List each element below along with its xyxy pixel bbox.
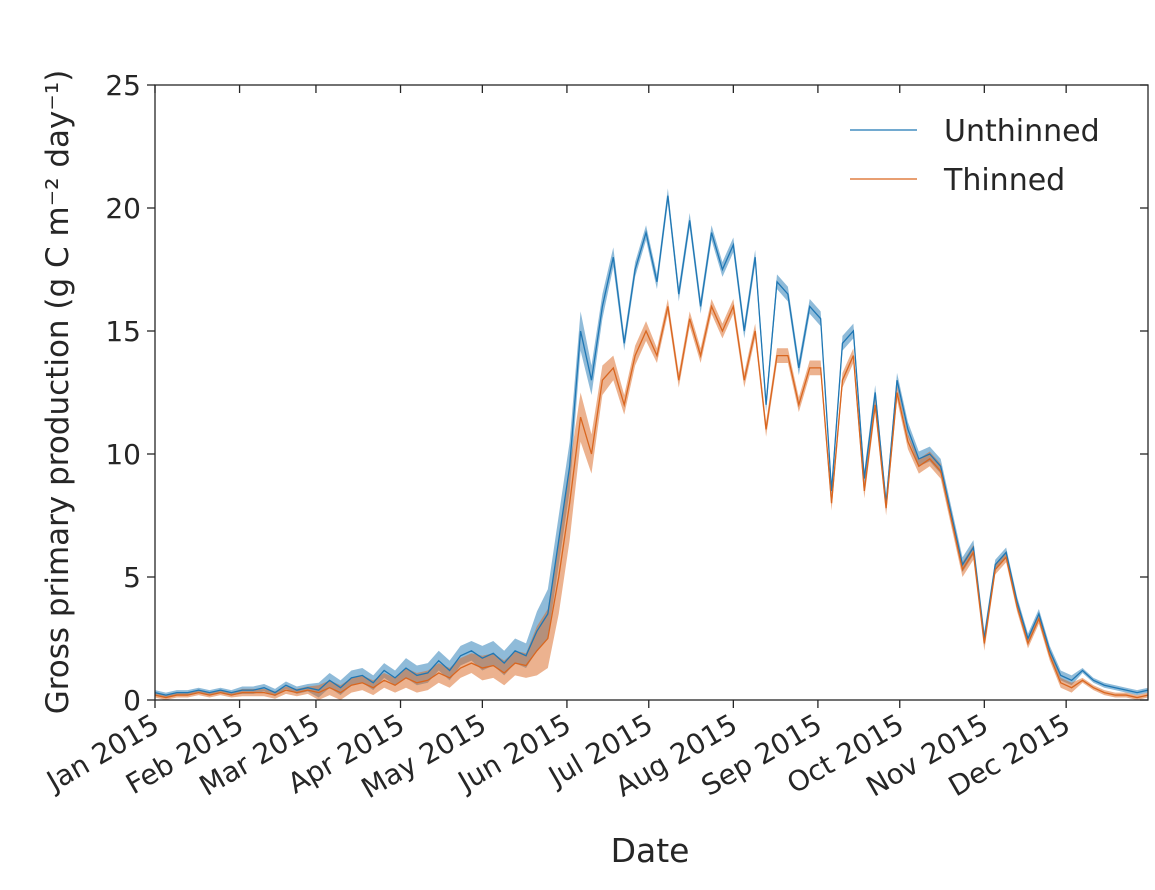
legend-label: Unthinned bbox=[944, 114, 1100, 149]
error-band bbox=[155, 188, 1148, 698]
error-band bbox=[155, 299, 1148, 700]
y-tick-label: 15 bbox=[105, 315, 141, 348]
legend-label: Thinned bbox=[943, 163, 1065, 198]
y-tick-label: 25 bbox=[105, 69, 141, 102]
y-axis-label: Gross primary production (g C m⁻² day⁻¹) bbox=[40, 70, 76, 715]
plot-frame bbox=[154, 84, 1149, 701]
series-line bbox=[154, 195, 1149, 696]
series-line bbox=[154, 304, 1149, 699]
y-tick-label: 0 bbox=[123, 684, 141, 717]
y-tick-label: 5 bbox=[123, 561, 141, 594]
y-tick-label: 20 bbox=[105, 192, 141, 225]
y-tick-label: 10 bbox=[105, 438, 141, 471]
x-axis-label: Date bbox=[611, 831, 690, 870]
